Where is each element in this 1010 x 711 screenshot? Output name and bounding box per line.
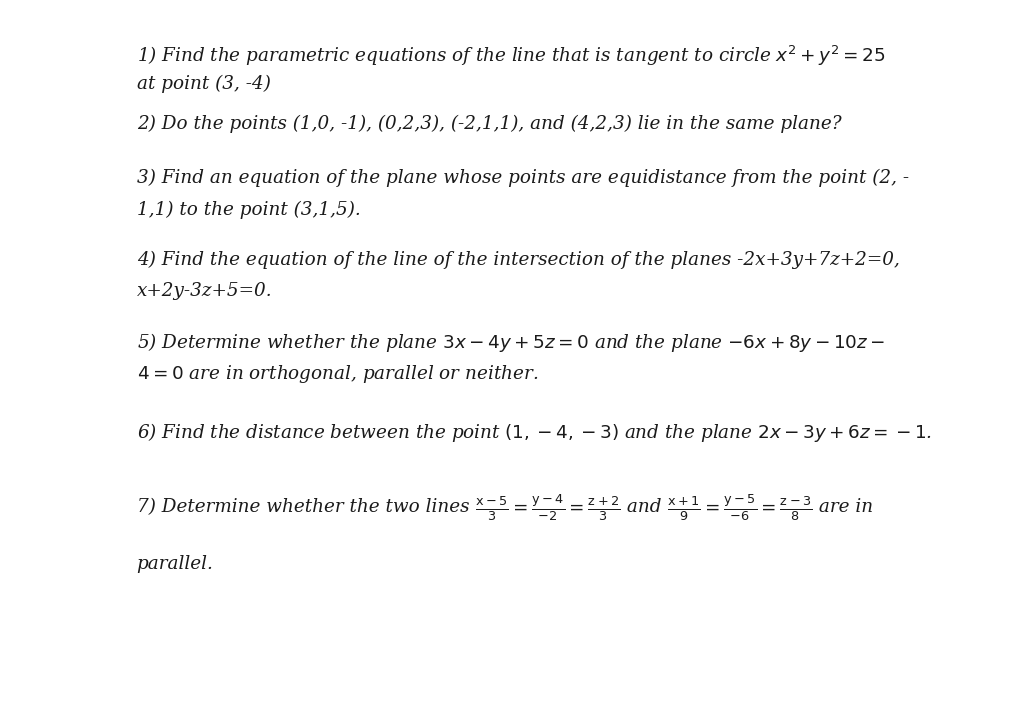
Text: at point (3, -4): at point (3, -4)	[136, 75, 271, 93]
Text: $\mathdefault{\frac{x-5}{3} = \frac{y-4}{-2} = \frac{z+2}{3}}$: $\mathdefault{\frac{x-5}{3} = \frac{y-4}…	[475, 492, 620, 523]
Text: 1) Find the parametric equations of the line that is tangent to circle $x^2 + y^: 1) Find the parametric equations of the …	[136, 44, 886, 68]
Text: 3) Find an equation of the plane whose points are equidistance from the point (2: 3) Find an equation of the plane whose p…	[136, 169, 909, 188]
Text: $\mathdefault{\frac{x+1}{9} = \frac{y-5}{-6} = \frac{z-3}{8}}$: $\mathdefault{\frac{x+1}{9} = \frac{y-5}…	[667, 492, 813, 523]
Text: are in: are in	[813, 498, 873, 515]
Text: and: and	[620, 498, 667, 515]
Text: $4 = 0$ are in orthogonal, parallel or neither.: $4 = 0$ are in orthogonal, parallel or n…	[136, 363, 538, 385]
Text: parallel.: parallel.	[136, 555, 213, 572]
Text: 7) Determine whether the two lines: 7) Determine whether the two lines	[136, 498, 475, 515]
Text: x+2y-3z+5=0.: x+2y-3z+5=0.	[136, 282, 273, 299]
Text: 6) Find the distance between the point $(1, -4, -3)$ and the plane $2x - 3y + 6z: 6) Find the distance between the point $…	[136, 421, 932, 444]
Text: 4) Find the equation of the line of the intersection of the planes -2x+3y+7z+2=0: 4) Find the equation of the line of the …	[136, 250, 900, 269]
Text: 2) Do the points (1,0, -1), (0,2,3), (-2,1,1), and (4,2,3) lie in the same plane: 2) Do the points (1,0, -1), (0,2,3), (-2…	[136, 115, 841, 134]
Text: 5) Determine whether the plane $3x - 4y + 5z = 0$ and the plane $- 6x + 8y - 10z: 5) Determine whether the plane $3x - 4y …	[136, 331, 885, 354]
Text: 1,1) to the point (3,1,5).: 1,1) to the point (3,1,5).	[136, 201, 361, 219]
